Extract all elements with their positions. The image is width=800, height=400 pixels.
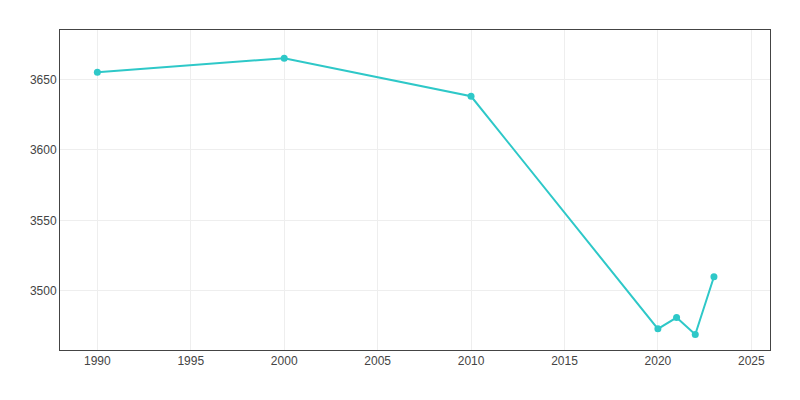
- svg-text:2005: 2005: [364, 354, 391, 368]
- svg-text:2015: 2015: [551, 354, 578, 368]
- svg-text:1990: 1990: [84, 354, 111, 368]
- svg-text:2010: 2010: [458, 354, 485, 368]
- svg-text:2000: 2000: [271, 354, 298, 368]
- svg-text:2020: 2020: [645, 354, 672, 368]
- svg-text:2025: 2025: [738, 354, 765, 368]
- svg-text:3600: 3600: [30, 143, 57, 157]
- svg-text:1995: 1995: [177, 354, 204, 368]
- svg-text:3550: 3550: [30, 214, 57, 228]
- svg-text:3650: 3650: [30, 73, 57, 87]
- svg-text:3500: 3500: [30, 284, 57, 298]
